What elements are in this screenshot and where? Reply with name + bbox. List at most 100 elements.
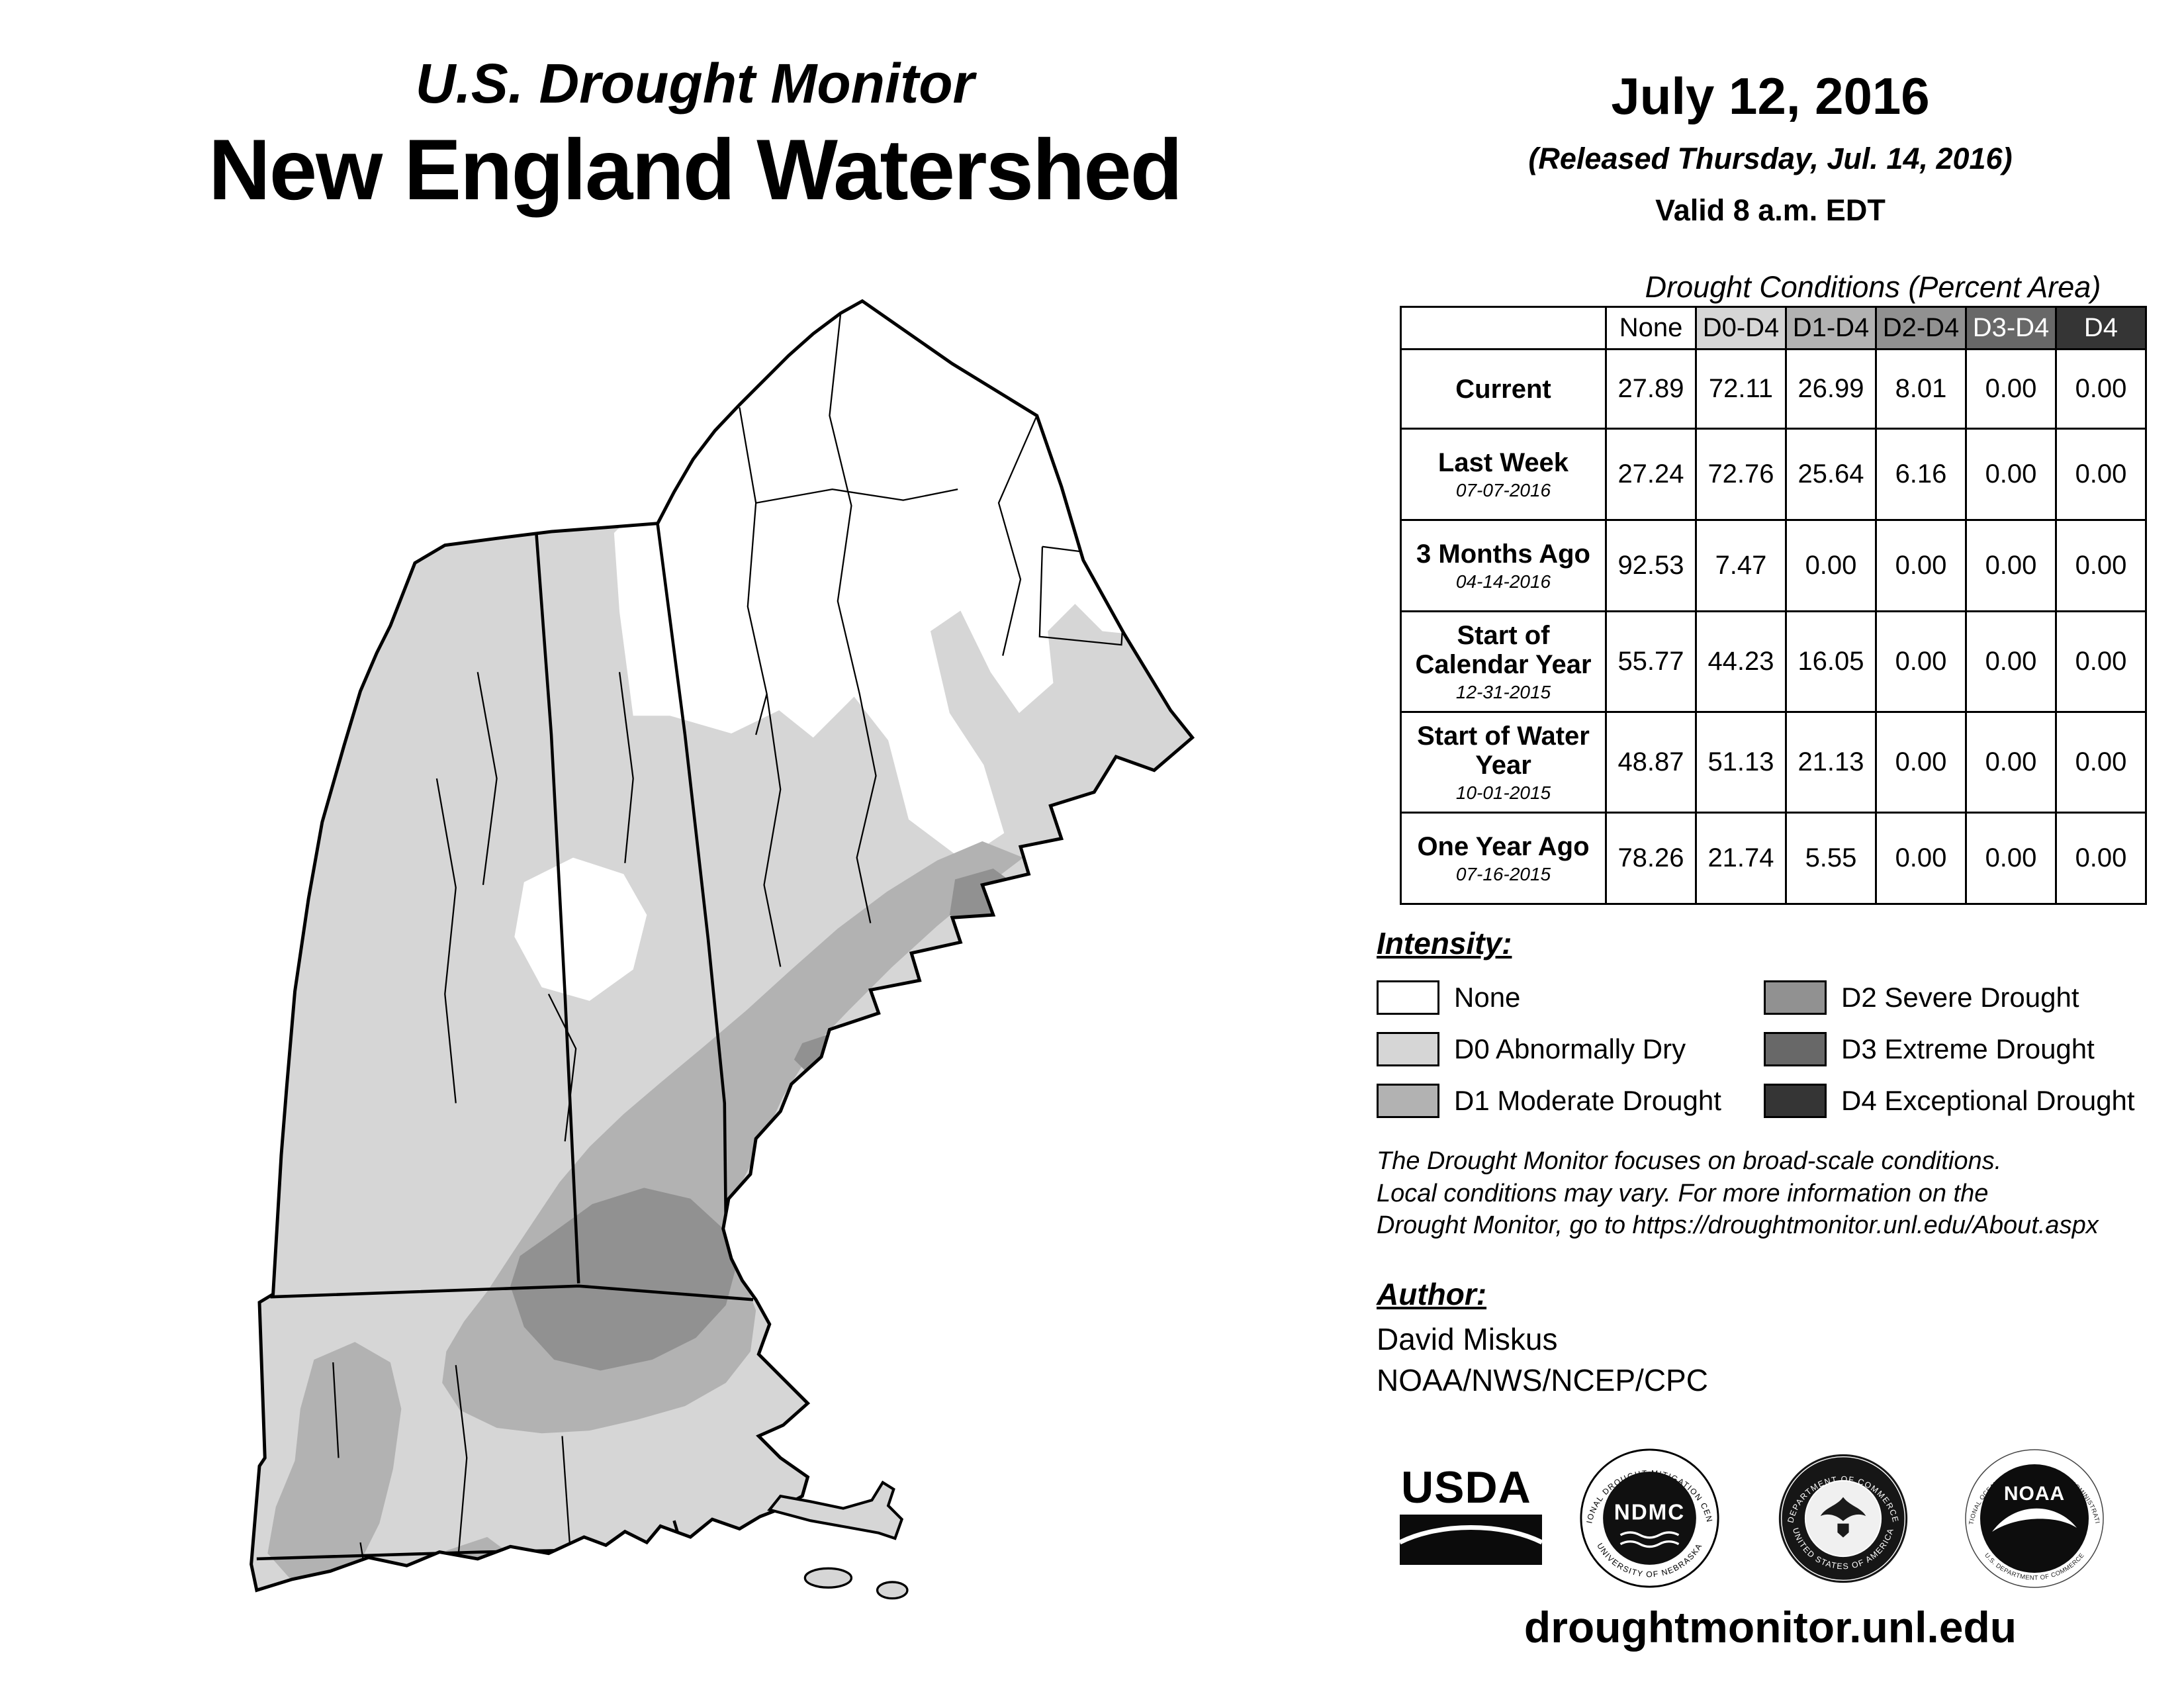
stat-value: 25.64 — [1785, 428, 1877, 521]
ndmc-logo: NATIONAL DROUGHT MITIGATION CENTER UNIVE… — [1580, 1448, 1719, 1588]
map-titles: U.S. Drought Monitor New England Watersh… — [99, 52, 1291, 219]
row-label: Start of Water Year — [1417, 721, 1590, 780]
stat-value: 0.00 — [1875, 812, 1967, 905]
stat-value: 0.00 — [2055, 428, 2147, 521]
row-label: Start of Calendar Year — [1415, 620, 1592, 679]
legend-column-left: None D0 Abnormally Dry D1 Moderate Droug… — [1377, 972, 1764, 1127]
row-label-cell: One Year Ago 07-16-2015 — [1400, 812, 1607, 905]
website-url: droughtmonitor.unl.edu — [1524, 1603, 2017, 1652]
stat-value: 0.00 — [1875, 610, 1967, 713]
stat-value: 21.13 — [1785, 711, 1877, 814]
table-corner — [1400, 306, 1607, 350]
row-date: 04-14-2016 — [1455, 571, 1551, 592]
author-org: NOAA/NWS/NCEP/CPC — [1377, 1363, 1708, 1397]
stat-value: 44.23 — [1695, 610, 1787, 713]
map-date: July 12, 2016 — [1611, 67, 1930, 125]
commerce-eagle-emblem — [1820, 1497, 1866, 1521]
stat-value: 0.00 — [2055, 610, 2147, 713]
row-label: One Year Ago — [1417, 831, 1590, 861]
d0-swatch — [1377, 1032, 1439, 1066]
stat-value: 21.74 — [1695, 812, 1787, 905]
legend-item-d2: D2 Severe Drought — [1764, 972, 2151, 1023]
table-row-start-calendar-year: Start of Calendar Year 12-31-2015 55.77 … — [1400, 610, 2147, 713]
commerce-seal-ring-line — [1780, 1456, 1906, 1581]
stat-value: 48.87 — [1605, 711, 1697, 814]
legend-label: None — [1454, 982, 1521, 1013]
row-date: 07-07-2016 — [1455, 479, 1551, 500]
disclaimer-line-2: Local conditions may vary. For more info… — [1377, 1179, 1989, 1207]
stat-value: 0.00 — [1965, 519, 2057, 612]
d4-swatch — [1764, 1084, 1827, 1118]
disclaimer-line-1: The Drought Monitor focuses on broad-sca… — [1377, 1147, 2002, 1175]
commerce-seal-logo: DEPARTMENT OF COMMERCE UNITED STATES OF … — [1778, 1454, 1908, 1583]
noaa-gull-emblem — [1992, 1508, 2077, 1532]
region-title: New England Watershed — [208, 121, 1183, 218]
usda-logo-swoosh — [1400, 1525, 1542, 1545]
intensity-legend: None D0 Abnormally Dry D1 Moderate Droug… — [1377, 972, 2177, 1127]
stat-value: 0.00 — [1965, 812, 2057, 905]
col-header-d4: D4 — [2055, 306, 2147, 350]
legend-label: D3 Extreme Drought — [1841, 1033, 2095, 1064]
table-row-start-water-year: Start of Water Year 10-01-2015 48.87 51.… — [1400, 711, 2147, 814]
stat-value: 51.13 — [1695, 711, 1787, 814]
legend-label: D1 Moderate Drought — [1454, 1085, 1721, 1116]
stat-value: 5.55 — [1785, 812, 1877, 905]
coastline-outline — [250, 299, 1195, 1593]
legend-column-right: D2 Severe Drought D3 Extreme Drought D4 … — [1764, 972, 2151, 1127]
disclaimer-line-3: Drought Monitor, go to https://droughtmo… — [1377, 1211, 2099, 1240]
author-name: David Miskus — [1377, 1322, 1558, 1356]
col-header-d3-d4: D3-D4 — [1965, 306, 2057, 350]
row-label-cell: Start of Water Year 10-01-2015 — [1400, 711, 1607, 814]
ndmc-waves — [1619, 1531, 1680, 1548]
stat-value: 16.05 — [1785, 610, 1877, 713]
stat-value: 72.11 — [1695, 348, 1787, 430]
legend-item-none: None — [1377, 972, 1764, 1023]
row-label-cell: Last Week 07-07-2016 — [1400, 428, 1607, 521]
program-title: U.S. Drought Monitor — [415, 52, 975, 115]
d2-swatch — [1764, 980, 1827, 1015]
stat-value: 0.00 — [1965, 711, 2057, 814]
release-date: (Released Thursday, Jul. 14, 2016) — [1528, 142, 2013, 175]
stat-value: 8.01 — [1875, 348, 1967, 430]
row-label: Last Week — [1437, 447, 1569, 477]
col-header-none: None — [1605, 306, 1697, 350]
stat-value: 0.00 — [2055, 348, 2147, 430]
row-label: Current — [1455, 374, 1551, 404]
stat-value: 0.00 — [1875, 711, 1967, 814]
stat-value: 0.00 — [1785, 519, 1877, 612]
stat-value: 78.26 — [1605, 812, 1697, 905]
intensity-legend-title: Intensity: — [1377, 926, 1512, 961]
usda-logo: USDA — [1400, 1464, 1542, 1565]
disclaimer: The Drought Monitor focuses on broad-sca… — [1377, 1145, 2164, 1242]
stat-value: 27.89 — [1605, 348, 1697, 430]
drought-conditions-table: None D0-D4 D1-D4 D2-D4 D3-D4 D4 Current … — [1400, 306, 2147, 905]
usda-logo-field — [1400, 1515, 1542, 1565]
table-row-3-months-ago: 3 Months Ago 04-14-2016 92.53 7.47 0.00 … — [1400, 519, 2147, 612]
row-label: 3 Months Ago — [1416, 539, 1590, 569]
none-drought-areas — [514, 301, 1156, 1001]
table-header-row: None D0-D4 D1-D4 D2-D4 D3-D4 D4 — [1400, 306, 2147, 350]
legend-item-d1: D1 Moderate Drought — [1377, 1075, 1764, 1127]
stat-value: 0.00 — [1875, 519, 1967, 612]
new-england-drought-map — [250, 299, 1195, 1600]
legend-label: D2 Severe Drought — [1841, 982, 2079, 1013]
conditions-table-title: Drought Conditions (Percent Area) — [1645, 270, 2101, 304]
stat-value: 0.00 — [1965, 348, 2057, 430]
none-swatch — [1377, 980, 1439, 1015]
stat-value: 0.00 — [1965, 428, 2057, 521]
noaa-logo-text: NOAA — [2004, 1483, 2065, 1505]
islands — [803, 1567, 909, 1600]
valid-time: Valid 8 a.m. EDT — [1655, 193, 1886, 227]
stat-value: 26.99 — [1785, 348, 1877, 430]
row-label-cell: Current — [1400, 348, 1607, 430]
row-label-cell: 3 Months Ago 04-14-2016 — [1400, 519, 1607, 612]
row-date: 10-01-2015 — [1455, 782, 1551, 803]
legend-label: D0 Abnormally Dry — [1454, 1033, 1686, 1064]
usda-logo-text: USDA — [1401, 1464, 1531, 1513]
stat-value: 0.00 — [2055, 812, 2147, 905]
d1-swatch — [1377, 1084, 1439, 1118]
cape-cod — [767, 1480, 904, 1540]
stat-value: 7.47 — [1695, 519, 1787, 612]
stat-value: 92.53 — [1605, 519, 1697, 612]
commerce-shield-emblem — [1837, 1523, 1849, 1538]
